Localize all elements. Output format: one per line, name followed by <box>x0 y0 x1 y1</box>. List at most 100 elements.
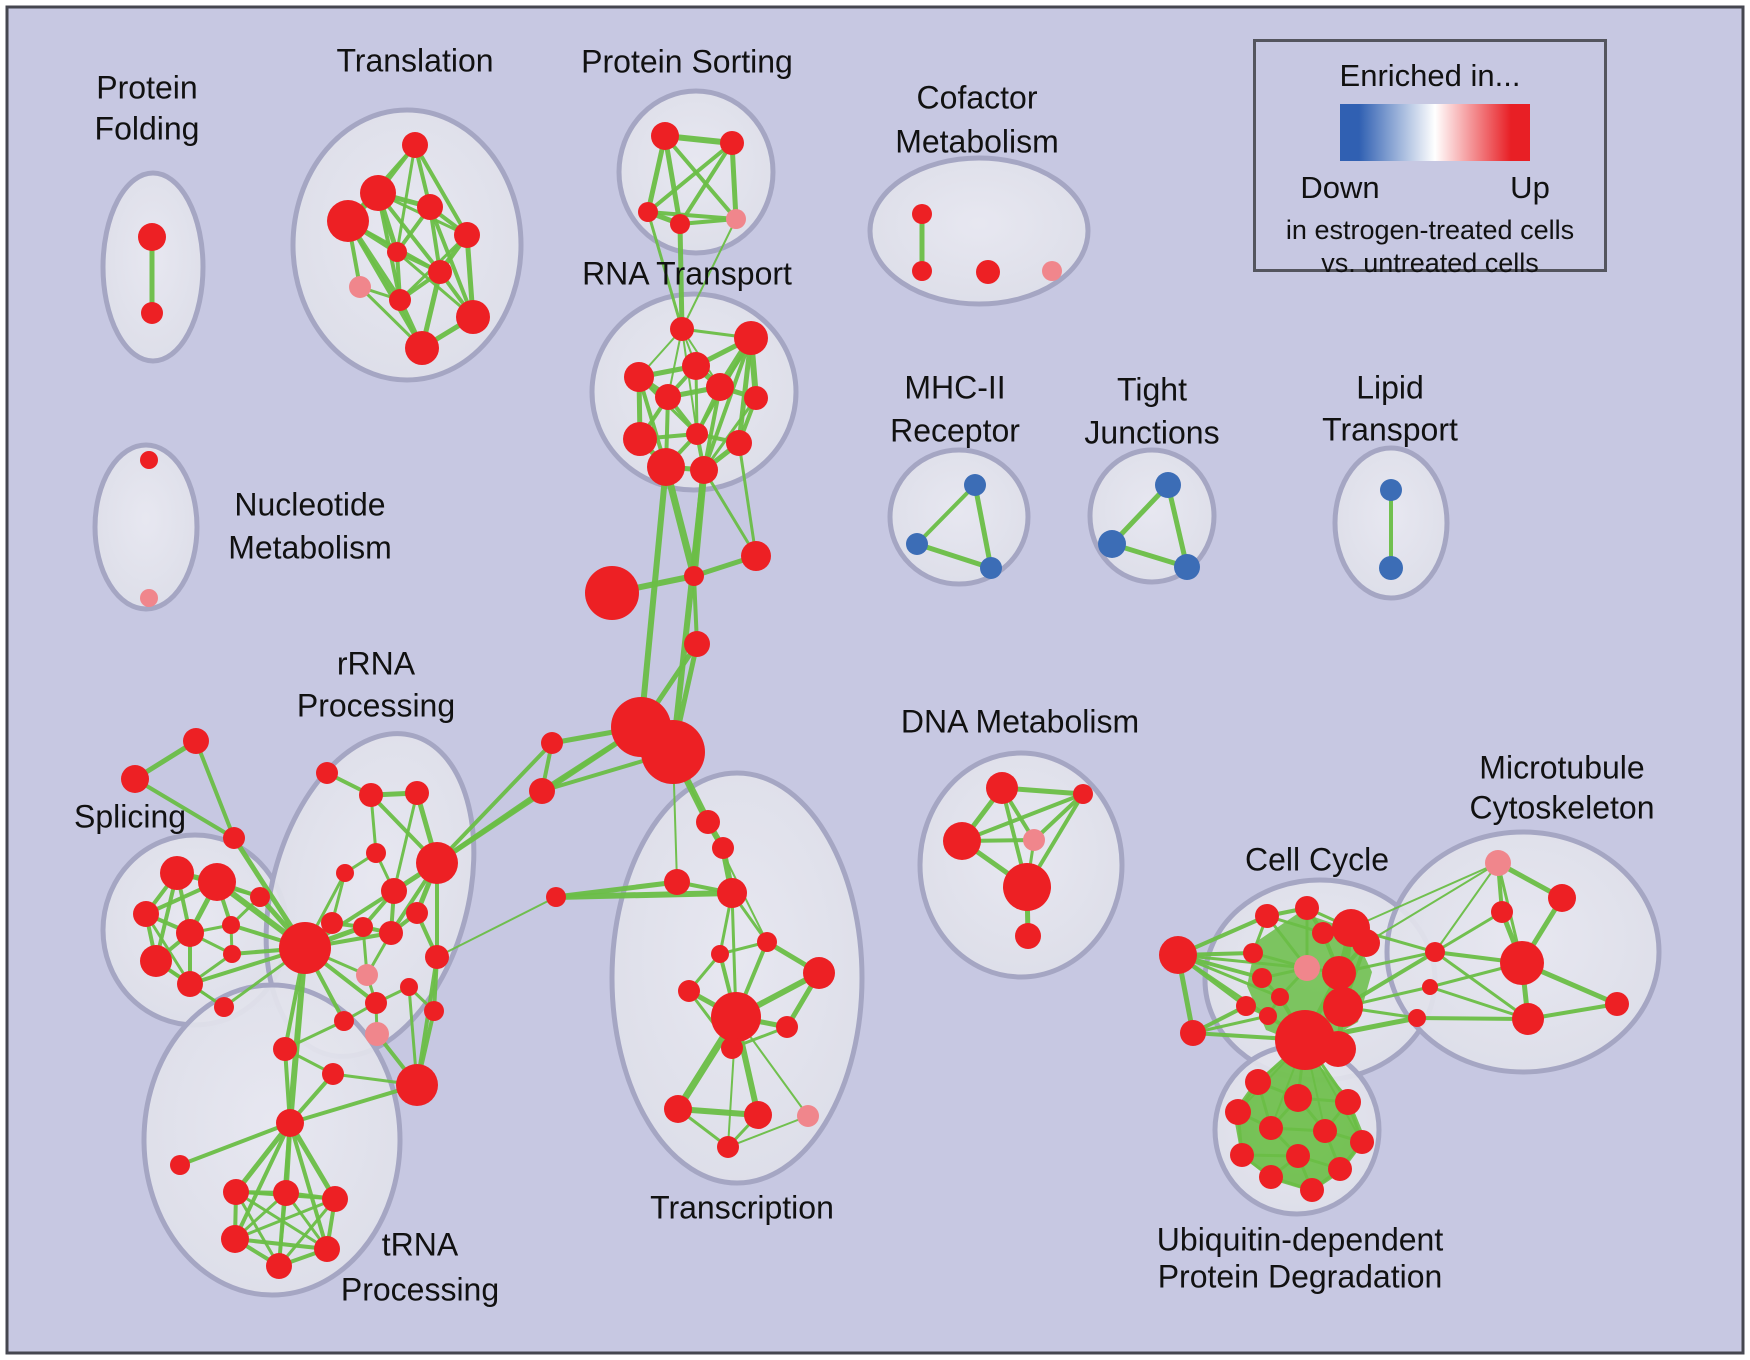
edge-ps3-ps5 <box>646 210 738 221</box>
edge-tnh-tnC <box>287 1120 338 1202</box>
node-rt2 <box>734 321 768 355</box>
node-mtbo <box>1512 1003 1544 1035</box>
node-sp2 <box>198 863 236 901</box>
node-cn7 <box>546 887 566 907</box>
edge-mc3-mtbo <box>1415 1016 1530 1021</box>
node-mt2 <box>1491 901 1513 923</box>
legend-gradient-bar <box>1340 104 1530 161</box>
node-rr12 <box>365 992 387 1014</box>
node-tc7 <box>803 957 835 989</box>
cluster-label-translation-line1: Translation <box>336 42 493 78</box>
edge-sp_t2-sp_t3 <box>133 777 236 840</box>
node-tc4 <box>717 878 747 908</box>
edge-sp_t1-sp_t3 <box>194 739 236 840</box>
node-dm6 <box>1015 923 1041 949</box>
node-cn2 <box>684 566 704 586</box>
node-ps3 <box>638 202 658 222</box>
node-tj1 <box>1155 472 1181 498</box>
edge-rrb-cn5 <box>435 741 554 865</box>
node-ps1 <box>651 122 679 150</box>
legend-box: Enriched in... Down Up in estrogen-treat… <box>1253 39 1607 278</box>
edge-rt2-rt10 <box>736 335 754 446</box>
node-rr4 <box>366 843 386 863</box>
node-ub3 <box>1335 1089 1361 1115</box>
node-lt2 <box>1379 556 1403 580</box>
node-mtb <box>1500 941 1544 985</box>
node-rt6 <box>655 384 681 410</box>
node-tnA <box>223 1179 249 1205</box>
edge-rt12-hubB <box>670 467 707 755</box>
node-tc5 <box>757 932 777 952</box>
node-cc4 <box>1312 922 1334 944</box>
edge-tnh-tnA <box>233 1120 293 1195</box>
edge-tnC-tnF <box>277 1197 337 1268</box>
edge-tr1-tr5 <box>413 143 469 237</box>
node-sp7 <box>222 916 240 934</box>
node-sp9 <box>250 887 270 907</box>
node-ub11 <box>1259 1165 1283 1189</box>
node-rr11 <box>356 964 378 986</box>
edge-rt2-rt12 <box>702 336 753 472</box>
node-dm4 <box>1023 829 1045 851</box>
edge-dm2-dm3 <box>960 792 1085 843</box>
cluster-label-protein-folding-line1: Protein <box>96 69 197 105</box>
node-mc1 <box>1425 942 1445 962</box>
node-rr5 <box>336 864 354 882</box>
edge-tnC-tnD <box>233 1197 337 1241</box>
node-ub8 <box>1230 1143 1254 1167</box>
cluster-label-protein-sorting-line1: Protein Sorting <box>581 43 793 79</box>
cluster-ellipse-nucleotide-metabolism <box>92 442 200 612</box>
node-dm2 <box>1073 784 1093 804</box>
cluster-label-lipid-transport-line2: Transport <box>1322 411 1458 447</box>
node-tnD <box>221 1225 249 1253</box>
node-tr8 <box>349 276 371 298</box>
node-mc2 <box>1422 979 1438 995</box>
node-rt5 <box>706 373 734 401</box>
edge-tnbig-tnh <box>288 1083 419 1125</box>
edge-rt5-rt12 <box>702 385 722 472</box>
node-sp1 <box>160 856 194 890</box>
node-rr7 <box>321 912 343 934</box>
edge-tnh-tnD <box>233 1121 292 1241</box>
node-mh2 <box>906 533 928 555</box>
node-cc10 <box>1236 996 1256 1016</box>
node-mc3 <box>1408 1009 1426 1027</box>
legend-up-label: Up <box>1510 170 1550 205</box>
node-ub10 <box>1328 1157 1352 1181</box>
node-ccp <box>1294 955 1320 981</box>
node-cn4 <box>684 631 710 657</box>
edge-ps4-rt1 <box>677 221 685 332</box>
node-cc6 <box>1352 929 1380 957</box>
edge-dm2-dm4 <box>1032 792 1085 842</box>
node-cc8 <box>1322 956 1356 990</box>
edge-ps1-ps4 <box>662 133 683 227</box>
edge-cc5-mtp <box>1350 862 1499 929</box>
node-tj2 <box>1098 530 1126 558</box>
cluster-ellipse-trna-processing <box>141 982 403 1298</box>
node-mh1 <box>964 474 986 496</box>
node-tc9 <box>711 992 761 1042</box>
node-sp_t3 <box>223 827 245 849</box>
edge-ccb-ccp <box>1176 953 1309 970</box>
node-mtp <box>1485 850 1511 876</box>
node-nm1 <box>140 451 158 469</box>
node-tc12 <box>664 1095 692 1123</box>
node-tc11 <box>721 1037 743 1059</box>
edge-rr13-cn7 <box>436 896 557 958</box>
node-dm5 <box>1003 863 1051 911</box>
node-sp3 <box>133 901 159 927</box>
node-rr10 <box>406 902 428 924</box>
node-tc14 <box>797 1105 819 1127</box>
node-tr1 <box>402 132 428 158</box>
edge-ps5-rt1 <box>681 218 737 330</box>
edge-tc15-tc14 <box>727 1115 809 1148</box>
node-tnh <box>276 1109 304 1137</box>
node-cn6 <box>529 778 555 804</box>
node-rt10 <box>726 430 752 456</box>
cluster-label-trna-processing-line2: Processing <box>341 1271 499 1307</box>
edge-mh1-mh2 <box>915 483 977 546</box>
node-tnE <box>314 1236 340 1262</box>
edge-rt1-rt9 <box>681 328 698 435</box>
node-ub6 <box>1313 1119 1337 1143</box>
node-tr10 <box>456 300 490 334</box>
